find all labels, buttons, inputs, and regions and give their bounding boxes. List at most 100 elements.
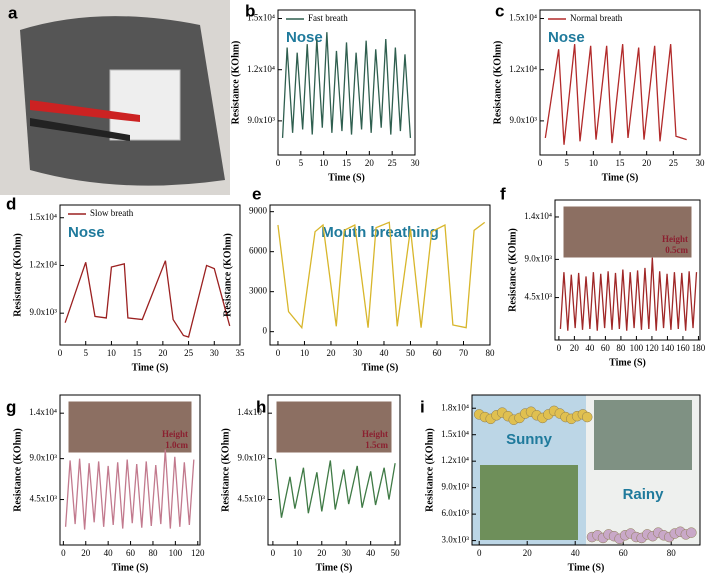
y-tick-label: 1.5x10⁴ <box>441 429 469 439</box>
photo-rainy-view <box>594 400 692 470</box>
y-tick-label: 9.0x10³ <box>510 115 538 125</box>
legend-label: Normal breath <box>570 13 623 23</box>
x-axis-label: Time (S) <box>568 562 605 573</box>
x-tick-label: 5 <box>299 158 304 168</box>
data-line <box>277 221 486 330</box>
plot-frame <box>59 204 241 346</box>
x-tick-label: 20 <box>570 343 580 353</box>
y-axis-label: Resistance (KOhm) <box>222 233 233 317</box>
x-tick-label: 180 <box>692 343 706 353</box>
data-line <box>274 458 396 518</box>
inset-text: Height <box>162 429 188 439</box>
y-tick-label: 9.0x10³ <box>525 253 553 263</box>
y-tick-label: 4.5x10³ <box>525 292 553 302</box>
x-tick-label: 80 <box>667 548 677 558</box>
plot-frame <box>267 394 401 546</box>
x-tick-label: 30 <box>696 158 706 168</box>
x-tick-label: 20 <box>523 548 533 558</box>
x-tick-label: 25 <box>388 158 398 168</box>
x-tick-label: 80 <box>148 548 158 558</box>
y-axis-label: Resistance (KOhm) <box>12 233 23 317</box>
bead <box>686 527 697 538</box>
panel-letter: a <box>8 3 18 22</box>
x-tick-label: 100 <box>169 548 183 558</box>
x-tick-label: 40 <box>366 548 376 558</box>
plot-frame <box>471 394 701 546</box>
y-tick-label: 1.5x10⁴ <box>509 13 537 23</box>
x-tick-label: 0 <box>477 548 482 558</box>
x-tick-label: 40 <box>571 548 581 558</box>
x-axis-label: Time (S) <box>362 362 399 373</box>
panel-letter: f <box>500 184 506 203</box>
x-tick-label: 70 <box>459 348 469 358</box>
x-tick-label: 15 <box>133 348 143 358</box>
y-tick-label: 3.0x10³ <box>442 535 470 545</box>
x-tick-label: 30 <box>210 348 220 358</box>
bead <box>581 411 593 423</box>
x-tick-label: 140 <box>661 343 675 353</box>
y-axis-label: Resistance (KOhm) <box>220 428 231 512</box>
y-tick-label: 1.4x10⁴ <box>29 407 57 417</box>
x-tick-label: 20 <box>642 158 652 168</box>
panel-letter: g <box>6 397 16 416</box>
inset-photo <box>562 205 693 259</box>
y-tick-label: 9.0x10³ <box>248 115 276 125</box>
x-tick-label: 5 <box>564 158 569 168</box>
x-tick-label: 60 <box>619 548 629 558</box>
x-tick-label: 0 <box>58 348 63 358</box>
panel-letter: h <box>256 397 266 416</box>
series-name: Rainy <box>623 486 665 503</box>
x-tick-label: 15 <box>342 158 352 168</box>
inset-text: Height <box>662 234 688 244</box>
data-line <box>559 257 698 331</box>
y-tick-label: 1.2x10⁴ <box>29 260 57 270</box>
x-tick-label: 10 <box>107 348 117 358</box>
x-tick-label: 25 <box>669 158 679 168</box>
y-tick-label: 9.0x10³ <box>30 307 58 317</box>
x-tick-label: 10 <box>589 158 599 168</box>
plot-frame <box>554 199 701 341</box>
x-tick-label: 30 <box>342 548 352 558</box>
y-tick-label: 9.0x10³ <box>30 453 58 463</box>
inset-text: Height <box>362 429 388 439</box>
x-tick-label: 30 <box>353 348 363 358</box>
inset-text: 1.5cm <box>365 440 388 450</box>
x-tick-label: 20 <box>317 548 327 558</box>
y-tick-label: 4.5x10³ <box>30 494 58 504</box>
panel-letter: d <box>6 194 16 213</box>
x-tick-label: 80 <box>486 348 496 358</box>
y-tick-label: 6000 <box>249 246 268 256</box>
panel-letter: b <box>245 1 255 20</box>
x-tick-label: 0 <box>276 158 281 168</box>
y-tick-label: 0 <box>263 326 268 336</box>
inset-text: 1.0cm <box>165 440 188 450</box>
legend-label: Slow breath <box>90 208 134 218</box>
x-axis-label: Time (S) <box>602 172 639 183</box>
x-tick-label: 20 <box>81 548 91 558</box>
x-tick-label: 0 <box>271 548 276 558</box>
plot-frame <box>59 394 201 546</box>
y-tick-label: 3000 <box>249 286 268 296</box>
x-axis-label: Time (S) <box>112 562 149 573</box>
x-tick-label: 10 <box>319 158 329 168</box>
y-tick-label: 9000 <box>249 206 268 216</box>
x-axis-label: Time (S) <box>609 357 646 368</box>
x-tick-label: 0 <box>538 158 543 168</box>
inset-photo <box>67 400 193 454</box>
x-axis-label: Time (S) <box>132 362 169 373</box>
y-axis-label: Resistance (KOhm) <box>507 228 518 312</box>
y-tick-label: 1.2x10⁴ <box>509 64 537 74</box>
inset-text: 0.5cm <box>665 245 688 255</box>
y-axis-label: Resistance (KOhm) <box>12 428 23 512</box>
x-tick-label: 20 <box>326 348 336 358</box>
x-tick-label: 0 <box>61 548 66 558</box>
x-tick-label: 50 <box>391 548 401 558</box>
x-tick-label: 20 <box>158 348 168 358</box>
y-tick-label: 6.0x10³ <box>442 508 470 518</box>
x-tick-label: 60 <box>601 343 611 353</box>
plot-frame <box>269 204 491 346</box>
x-tick-label: 40 <box>104 548 114 558</box>
y-tick-label: 1.5x10⁴ <box>29 212 57 222</box>
y-tick-label: 1.8x10⁴ <box>441 402 469 412</box>
